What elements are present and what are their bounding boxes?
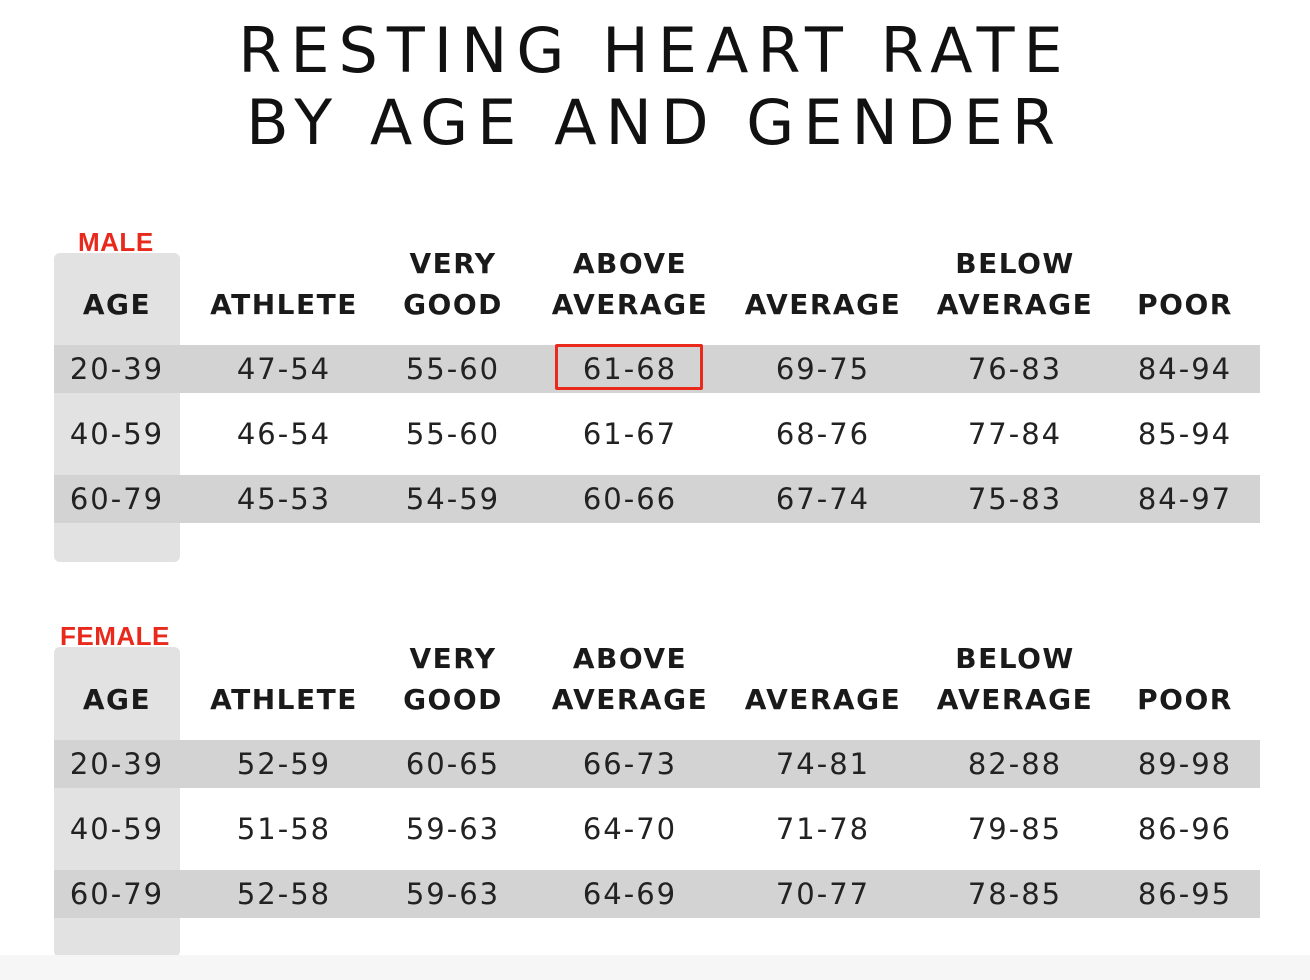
female-cell-r3-poor: 86-95 [1137, 877, 1233, 911]
male-cell-r2-average: 68-76 [775, 417, 871, 451]
male-header-below-average: BELOW AVERAGE [920, 243, 1110, 325]
male-header-above-average-line-1: ABOVE [572, 247, 688, 280]
male-header-poor-line-2: POOR [1137, 288, 1233, 321]
male-header-age-line-1 [54, 243, 180, 284]
highlight-box [555, 344, 703, 390]
female-header-very-good-line-2: GOOD [403, 683, 503, 716]
female-header-very-good: VERY GOOD [378, 638, 528, 720]
female-header-poor-line-2: POOR [1137, 683, 1233, 716]
male-cell-r1-average: 69-75 [775, 352, 871, 386]
male-header-above-average: ABOVE AVERAGE [535, 243, 725, 325]
male-cell-r3-age: 60-79 [69, 482, 165, 516]
bottom-edge [0, 955, 1310, 980]
female-header-poor-line-1 [1110, 638, 1260, 679]
male-header-below-average-line-1: BELOW [955, 247, 1075, 280]
female-cell-r3-age: 60-79 [69, 877, 165, 911]
female-header-average-line-2: AVERAGE [744, 683, 902, 716]
male-cell-r1-poor: 84-94 [1137, 352, 1233, 386]
male-cell-r2-age: 40-59 [69, 417, 165, 451]
male-cell-r3-very-good: 54-59 [405, 482, 501, 516]
female-cell-r2-very-good: 59-63 [405, 812, 501, 846]
female-header-athlete-line-2: ATHLETE [210, 683, 358, 716]
female-cell-r2-athlete: 51-58 [236, 812, 332, 846]
female-cell-r2-age: 40-59 [69, 812, 165, 846]
female-header-poor: POOR [1110, 638, 1260, 720]
male-header-athlete-line-1 [194, 243, 374, 284]
female-cell-r3-very-good: 59-63 [405, 877, 501, 911]
female-row-band-0 [54, 740, 1260, 788]
male-header-very-good-line-2: GOOD [403, 288, 503, 321]
male-header-poor-line-1 [1110, 243, 1260, 284]
male-cell-r1-age: 20-39 [69, 352, 165, 386]
female-cell-r2-average: 71-78 [775, 812, 871, 846]
female-header-athlete-line-1 [194, 638, 374, 679]
female-header-very-good-line-1: VERY [409, 642, 497, 675]
male-cell-r1-above-average: 61-68 [582, 352, 678, 386]
female-header-age-line-1 [54, 638, 180, 679]
male-cell-r1-below-average: 76-83 [967, 352, 1063, 386]
male-header-average-line-2: AVERAGE [744, 288, 902, 321]
male-header-poor: POOR [1110, 243, 1260, 325]
male-header-age-line-2: AGE [82, 288, 152, 321]
female-cell-r3-above-average: 64-69 [582, 877, 678, 911]
female-header-age-line-2: AGE [82, 683, 152, 716]
female-header-below-average: BELOW AVERAGE [920, 638, 1110, 720]
female-header-above-average-line-1: ABOVE [572, 642, 688, 675]
female-header-above-average-line-2: AVERAGE [551, 683, 709, 716]
male-cell-r1-athlete: 47-54 [236, 352, 332, 386]
male-header-very-good-line-1: VERY [409, 247, 497, 280]
male-label: MALE [78, 227, 154, 257]
male-cell-r3-below-average: 75-83 [967, 482, 1063, 516]
male-cell-r2-poor: 85-94 [1137, 417, 1233, 451]
male-header-average: AVERAGE [728, 243, 918, 325]
female-cell-r1-above-average: 66-73 [582, 747, 678, 781]
female-cell-r1-age: 20-39 [69, 747, 165, 781]
male-cell-r3-average: 67-74 [775, 482, 871, 516]
male-cell-r3-above-average: 60-66 [582, 482, 678, 516]
male-cell-r2-very-good: 55-60 [405, 417, 501, 451]
male-header-athlete-line-2: ATHLETE [210, 288, 358, 321]
female-cell-r3-below-average: 78-85 [967, 877, 1063, 911]
chart-title-line-1: RESTING HEART RATE [238, 14, 1072, 87]
female-cell-r2-above-average: 64-70 [582, 812, 678, 846]
male-cell-r3-athlete: 45-53 [236, 482, 332, 516]
female-header-age: AGE [54, 638, 180, 720]
female-cell-r1-poor: 89-98 [1137, 747, 1233, 781]
female-header-above-average: ABOVE AVERAGE [535, 638, 725, 720]
male-cell-r1-very-good: 55-60 [405, 352, 501, 386]
male-row-band-0 [54, 345, 1260, 393]
female-header-average-line-1 [728, 638, 918, 679]
female-cell-r3-average: 70-77 [775, 877, 871, 911]
male-cell-r2-below-average: 77-84 [967, 417, 1063, 451]
female-header-average: AVERAGE [728, 638, 918, 720]
female-cell-r3-athlete: 52-58 [236, 877, 332, 911]
female-cell-r1-below-average: 82-88 [967, 747, 1063, 781]
male-cell-r2-above-average: 61-67 [582, 417, 678, 451]
male-header-athlete: ATHLETE [194, 243, 374, 325]
female-cell-r2-below-average: 79-85 [967, 812, 1063, 846]
male-header-above-average-line-2: AVERAGE [551, 288, 709, 321]
female-row-band-2 [54, 870, 1260, 918]
female-cell-r2-poor: 86-96 [1137, 812, 1233, 846]
male-header-average-line-1 [728, 243, 918, 284]
female-cell-r1-athlete: 52-59 [236, 747, 332, 781]
male-cell-r3-poor: 84-97 [1137, 482, 1233, 516]
female-label: FEMALE [60, 621, 170, 651]
female-header-below-average-line-2: AVERAGE [936, 683, 1094, 716]
male-header-age: AGE [54, 243, 180, 325]
female-header-athlete: ATHLETE [194, 638, 374, 720]
female-cell-r1-average: 74-81 [775, 747, 871, 781]
female-header-below-average-line-1: BELOW [955, 642, 1075, 675]
male-header-very-good: VERY GOOD [378, 243, 528, 325]
male-cell-r2-athlete: 46-54 [236, 417, 332, 451]
male-row-band-2 [54, 475, 1260, 523]
female-cell-r1-very-good: 60-65 [405, 747, 501, 781]
chart-title-line-2: BY AGE AND GENDER [246, 86, 1064, 159]
male-header-below-average-line-2: AVERAGE [936, 288, 1094, 321]
